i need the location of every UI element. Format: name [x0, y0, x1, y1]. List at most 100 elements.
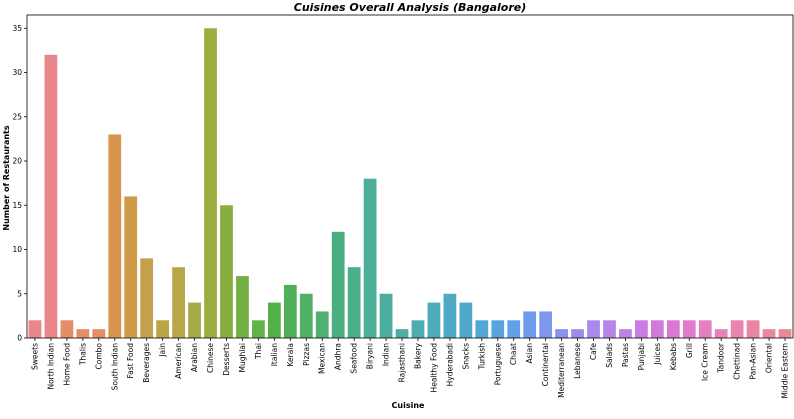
y-tick-label: 30 — [12, 68, 22, 77]
x-tick-label: Punjabi — [637, 343, 646, 370]
x-tick-label: Chaat — [509, 343, 518, 365]
bar-thalis — [76, 329, 90, 338]
x-tick-label: Cafe — [589, 343, 598, 360]
x-tick-label: Biryani — [366, 343, 375, 369]
bar-portuguese — [491, 320, 505, 338]
bar-arabian — [188, 302, 201, 338]
x-tick-label: Portuguese — [493, 343, 502, 386]
x-tick-label: Healthy Food — [429, 343, 438, 393]
y-axis-ticks: 0 5 10 15 20 25 30 35 — [12, 24, 27, 343]
bar-chinese — [204, 28, 217, 338]
bar-cafe — [587, 320, 600, 338]
x-tick-label: Snacks — [461, 343, 470, 370]
x-tick-label: Juices — [653, 343, 662, 366]
x-tick-label: Middle Eastern — [781, 343, 790, 399]
y-tick-label: 20 — [12, 157, 22, 166]
x-tick-label: Thai — [254, 343, 263, 360]
x-tick-label: Italian — [270, 343, 279, 367]
bar-fast-food — [124, 196, 138, 338]
x-tick-label: Sweets — [30, 343, 39, 370]
bar-asian — [523, 311, 537, 338]
bar-mexican — [315, 311, 329, 338]
x-tick-label: Indian — [382, 343, 391, 366]
x-tick-label: Grill — [685, 343, 694, 358]
y-tick-label: 5 — [17, 289, 22, 298]
bar-juices — [650, 320, 664, 338]
bar-healthy-food — [427, 302, 441, 338]
bar-hyderabadi — [443, 293, 457, 338]
bar-seafood — [347, 267, 361, 338]
x-tick-label: Home Food — [62, 343, 71, 386]
x-tick-label: Mediterranean — [557, 343, 566, 398]
x-tick-label: Desserts — [222, 343, 231, 376]
bar-punjabi — [635, 320, 648, 338]
bar-american — [172, 267, 185, 338]
y-tick-label: 35 — [12, 24, 22, 33]
x-tick-label: Pan-Asian — [749, 343, 758, 380]
bar-mediterranean — [555, 329, 568, 338]
bar-pastas — [619, 329, 632, 338]
x-tick-label: Kebabs — [669, 343, 678, 370]
bar-middle-eastern — [778, 329, 792, 338]
x-tick-label: Thalis — [78, 343, 87, 366]
x-tick-label: Fast Food — [126, 343, 135, 379]
x-tick-label: Hyderabadi — [445, 343, 454, 386]
bar-tandoor — [714, 329, 728, 338]
y-tick-label: 15 — [12, 201, 22, 210]
x-tick-label: Turkish — [477, 343, 486, 371]
y-tick-label: 10 — [12, 245, 22, 254]
bar-grill — [682, 320, 696, 338]
bar-andhra — [331, 231, 345, 338]
x-tick-label: Ice Cream — [701, 343, 710, 381]
x-axis-label: Cuisine — [392, 401, 426, 410]
x-tick-label: Beverages — [142, 343, 151, 383]
x-tick-label: Pizzas — [302, 343, 311, 366]
bar-lebanese — [571, 329, 584, 338]
x-tick-label: Salads — [605, 343, 614, 368]
bar-south-indian — [108, 134, 122, 338]
x-tick-label: South Indian — [110, 343, 119, 391]
x-tick-label: Andhra — [334, 343, 343, 370]
bar-ice-cream — [698, 320, 712, 338]
bar-biryani — [363, 178, 377, 338]
bar-oriental — [762, 329, 776, 338]
bar-desserts — [220, 205, 233, 338]
bar-kerala — [283, 284, 297, 338]
x-tick-label: Lebanese — [573, 343, 582, 379]
x-tick-label: Rajasthani — [398, 343, 407, 382]
bar-pan-asian — [746, 320, 760, 338]
bar-combo — [92, 329, 106, 338]
x-tick-label: Arabian — [190, 343, 199, 372]
x-tick-label: Oriental — [765, 343, 774, 373]
bar-thai — [252, 320, 265, 338]
bar-rajasthani — [395, 329, 409, 338]
y-tick-label: 25 — [12, 112, 22, 121]
bar-continental — [539, 311, 553, 338]
x-tick-label: Bakery — [413, 342, 422, 369]
x-tick-label: Mexican — [318, 343, 327, 374]
x-tick-label: Asian — [525, 343, 534, 364]
x-tick-label: Seafood — [350, 343, 359, 374]
x-tick-label: Chettinad — [733, 343, 742, 380]
bar-jain — [156, 320, 170, 338]
bar-chaat — [507, 320, 521, 338]
x-axis-ticks: Sweets North Indian Home Food Thalis Combo So… — [30, 338, 790, 399]
bars-group — [28, 28, 792, 338]
bar-chettinad — [730, 320, 744, 338]
y-tick-label: 0 — [17, 334, 22, 343]
bar-kebabs — [666, 320, 680, 338]
x-tick-label: Tandoor — [717, 342, 726, 374]
x-tick-label: North Indian — [46, 343, 55, 390]
chart-title: Cuisines Overall Analysis (Bangalore) — [294, 1, 526, 14]
bar-indian — [379, 293, 393, 338]
x-tick-label: Combo — [94, 343, 103, 370]
bar-snacks — [459, 302, 473, 338]
bar-salads — [603, 320, 616, 338]
bar-home-food — [60, 320, 74, 338]
x-tick-label: Chinese — [206, 343, 215, 373]
bar-turkish — [475, 320, 489, 338]
bar-bakery — [411, 320, 425, 338]
plot-frame — [26, 14, 794, 339]
